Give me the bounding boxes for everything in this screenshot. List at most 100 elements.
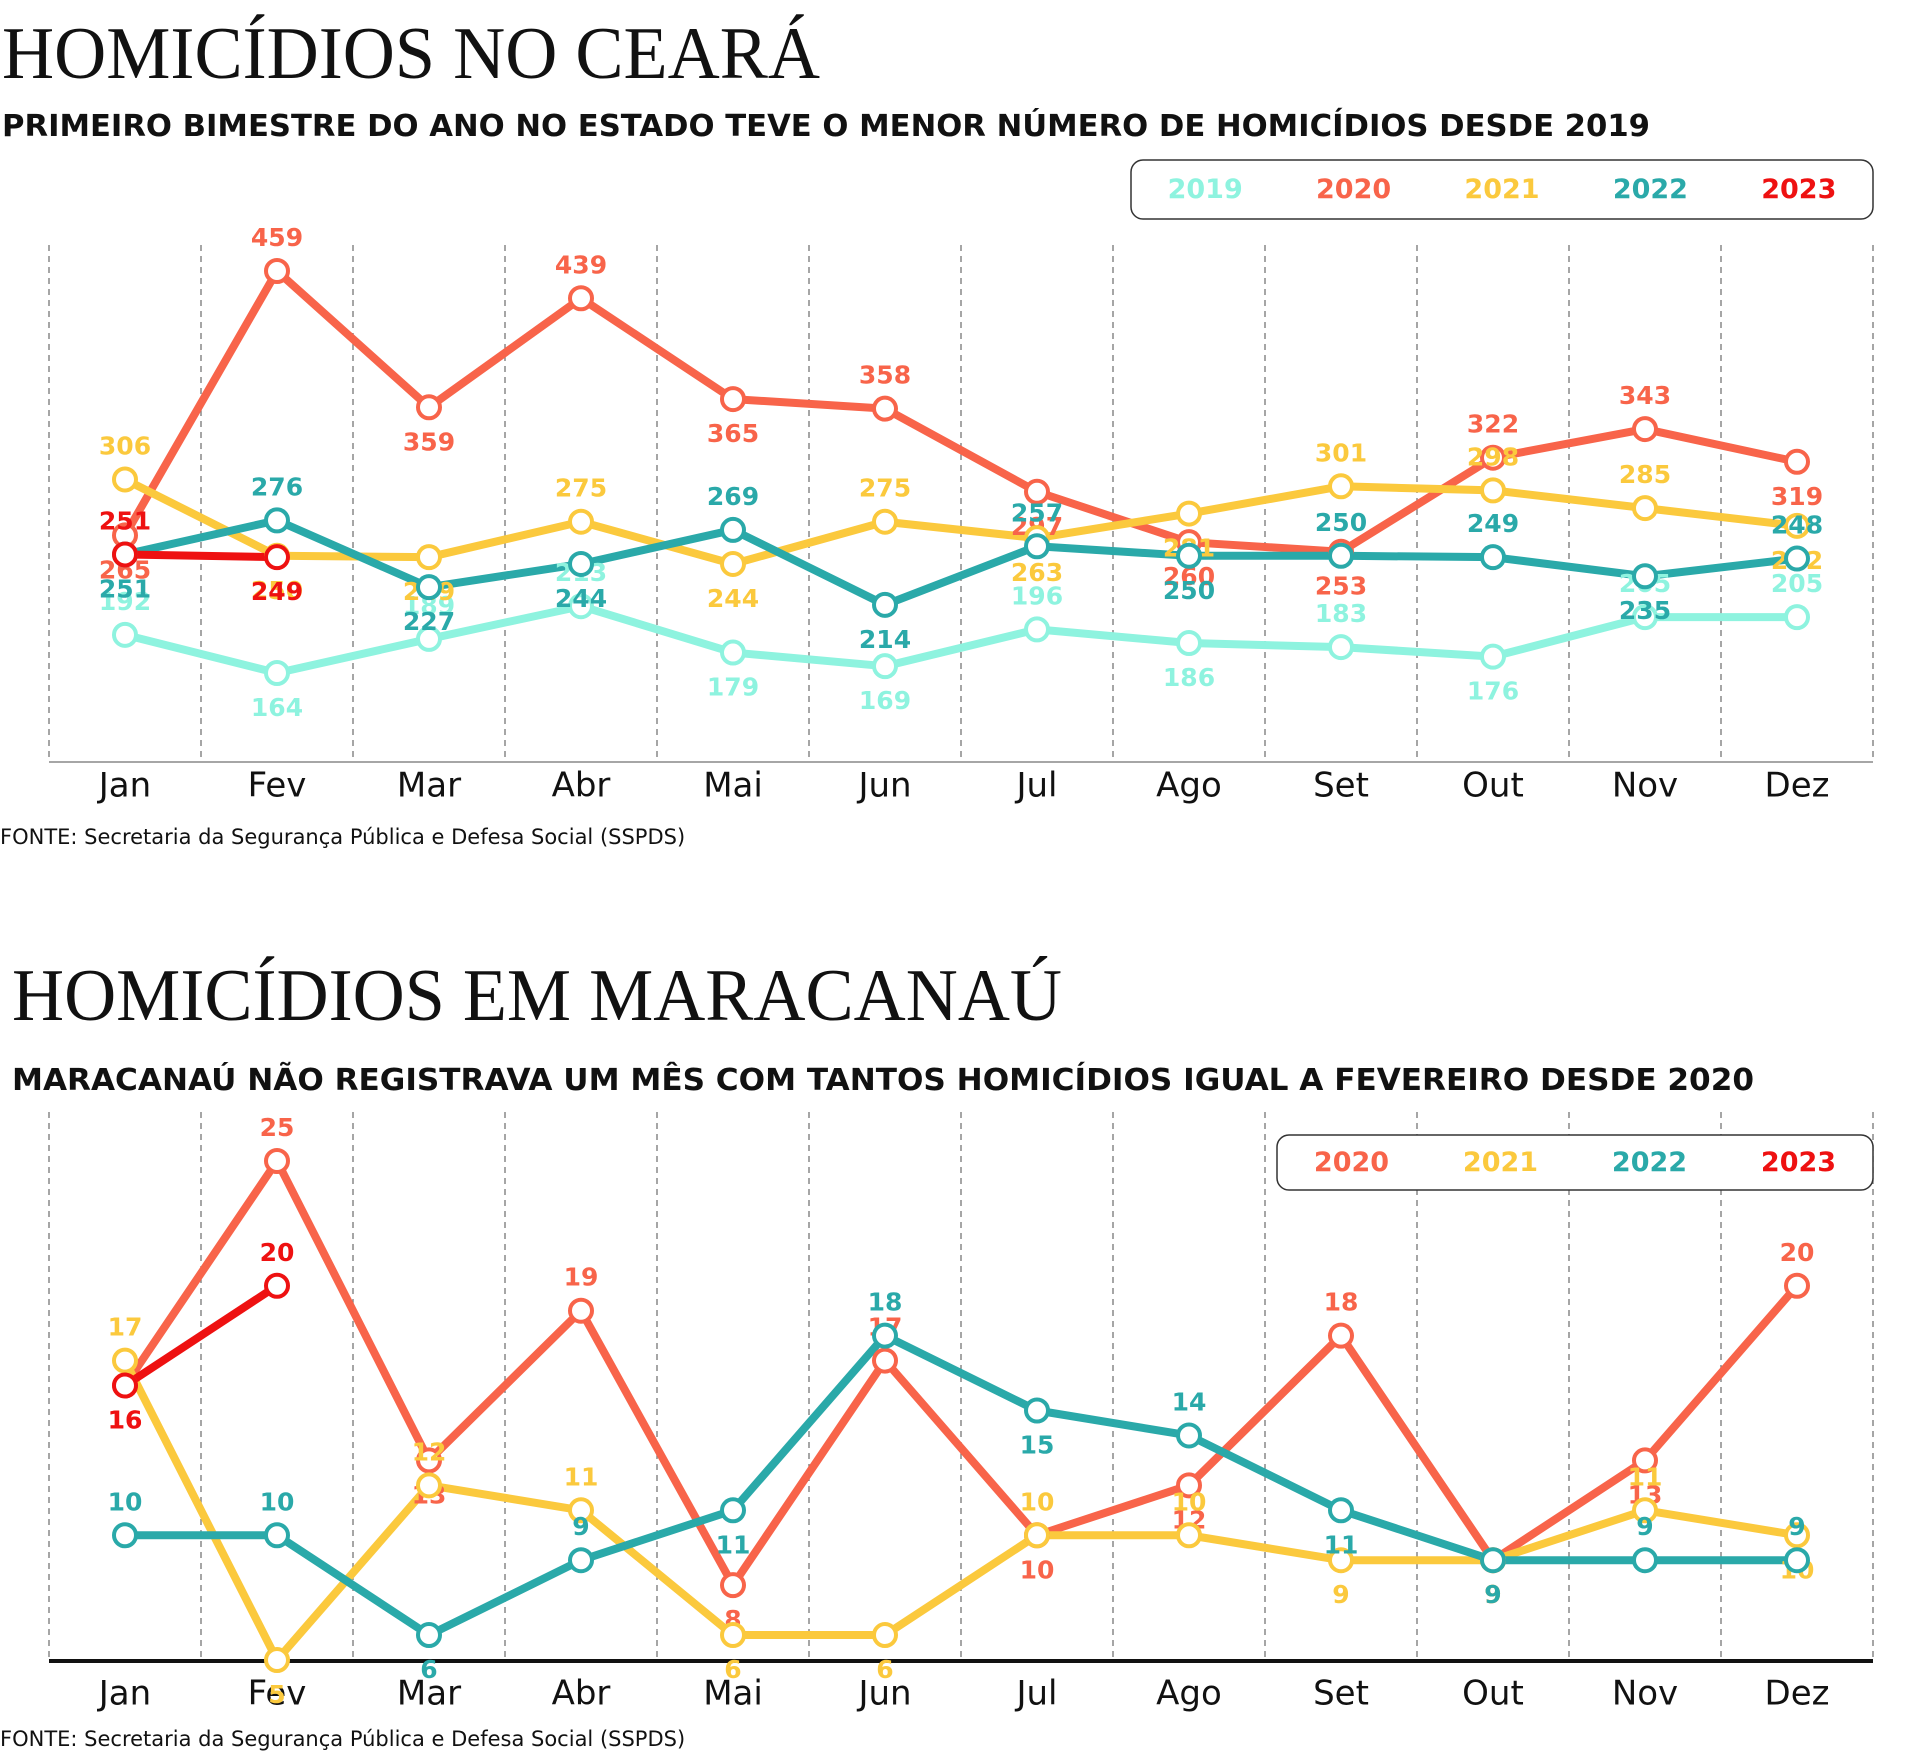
value-label: 179 (707, 673, 759, 702)
data-point (1632, 1547, 1658, 1574)
data-point (416, 574, 442, 601)
x-tick-label: Ago (1156, 766, 1222, 806)
value-label: 176 (1467, 677, 1519, 706)
data-point (1024, 1397, 1050, 1424)
data-point (568, 1297, 594, 1324)
data-point (1632, 416, 1658, 443)
data-point (416, 1472, 442, 1499)
data-point (1480, 1547, 1506, 1574)
data-point (872, 395, 898, 422)
data-point (416, 394, 442, 421)
legend-label: 2023 (1761, 1147, 1836, 1178)
series-line (123, 475, 1798, 568)
data-point (112, 1522, 138, 1549)
data-point (1328, 1322, 1354, 1349)
data-point (1176, 542, 1202, 569)
value-label: 10 (1020, 1555, 1055, 1584)
series-line (125, 1331, 1797, 1640)
value-label: 20 (1780, 1238, 1815, 1267)
value-label: 17 (108, 1313, 143, 1342)
series-line (121, 267, 1798, 556)
data-point (1024, 533, 1050, 560)
value-label: 343 (1619, 381, 1671, 410)
data-point (872, 1347, 898, 1374)
data-point (1632, 1447, 1658, 1474)
value-label: 244 (555, 584, 607, 613)
value-label: 14 (1172, 1387, 1207, 1416)
data-point (568, 1547, 594, 1574)
data-point (1176, 1472, 1202, 1499)
data-point (568, 1497, 594, 1524)
data-point (112, 466, 138, 493)
x-tick-label: Jan (97, 1674, 151, 1714)
data-point (1328, 473, 1354, 500)
value-label: 365 (707, 419, 759, 448)
data-point (872, 591, 898, 618)
value-label: 298 (1467, 442, 1519, 471)
value-label: 257 (1011, 498, 1063, 527)
data-point (1480, 477, 1506, 504)
series-line (124, 550, 278, 562)
value-label: 9 (1484, 1580, 1501, 1609)
data-point (720, 516, 746, 543)
x-tick-label: Abr (552, 1674, 611, 1714)
data-point (416, 1622, 442, 1649)
value-label: 235 (1619, 596, 1671, 625)
data-point (568, 550, 594, 577)
data-point (1024, 478, 1050, 505)
value-label: 5 (268, 1680, 285, 1709)
value-label: 227 (403, 607, 455, 636)
value-label: 16 (108, 1406, 143, 1435)
value-label: 18 (1324, 1288, 1359, 1317)
data-point (416, 1447, 442, 1474)
x-tick-label: Jun (856, 1674, 911, 1714)
legend-label: 2022 (1612, 1147, 1687, 1178)
legend-label: 2020 (1314, 1147, 1389, 1178)
data-point (720, 1497, 746, 1524)
x-tick-label: Jan (97, 766, 151, 806)
data-point (1480, 444, 1506, 471)
value-label: 9 (1636, 1512, 1653, 1541)
data-point (264, 544, 290, 571)
data-point (720, 386, 746, 413)
value-label: 250 (1163, 576, 1215, 605)
value-label: 275 (555, 474, 607, 503)
value-label: 11 (564, 1462, 599, 1491)
series-line (122, 1282, 280, 1389)
data-point (1176, 1522, 1202, 1549)
value-label: 250 (1315, 508, 1367, 537)
value-label: 359 (403, 427, 455, 456)
data-point (112, 1347, 138, 1374)
value-label: 251 (99, 574, 151, 603)
value-label: 196 (1011, 581, 1063, 610)
data-point (872, 1322, 898, 1349)
data-point (264, 1148, 290, 1174)
x-tick-label: Jul (1014, 766, 1057, 806)
value-label: 319 (1771, 482, 1823, 511)
data-point (264, 1647, 290, 1673)
value-label: 15 (1020, 1431, 1055, 1460)
x-tick-label: Ago (1156, 1674, 1222, 1714)
value-label: 192 (99, 587, 151, 616)
legend-label: 2022 (1613, 174, 1688, 205)
data-point (1784, 604, 1810, 631)
data-point (720, 1572, 746, 1599)
value-label: 214 (859, 625, 911, 654)
data-point (720, 639, 746, 666)
value-label: 164 (251, 693, 303, 722)
legend-box (1130, 159, 1874, 220)
data-point (872, 508, 898, 535)
data-point (112, 621, 138, 648)
data-point (1784, 1547, 1810, 1574)
value-label: 9 (1332, 1580, 1349, 1609)
value-label: 183 (1315, 599, 1367, 628)
data-point (1176, 630, 1202, 657)
data-point (416, 544, 442, 571)
x-tick-label: Mar (397, 1674, 461, 1714)
value-label: 186 (1163, 663, 1215, 692)
value-label: 306 (99, 431, 151, 460)
x-tick-label: Out (1462, 1674, 1524, 1714)
data-point (1176, 1422, 1202, 1449)
data-point (720, 550, 746, 577)
data-point (416, 625, 442, 652)
